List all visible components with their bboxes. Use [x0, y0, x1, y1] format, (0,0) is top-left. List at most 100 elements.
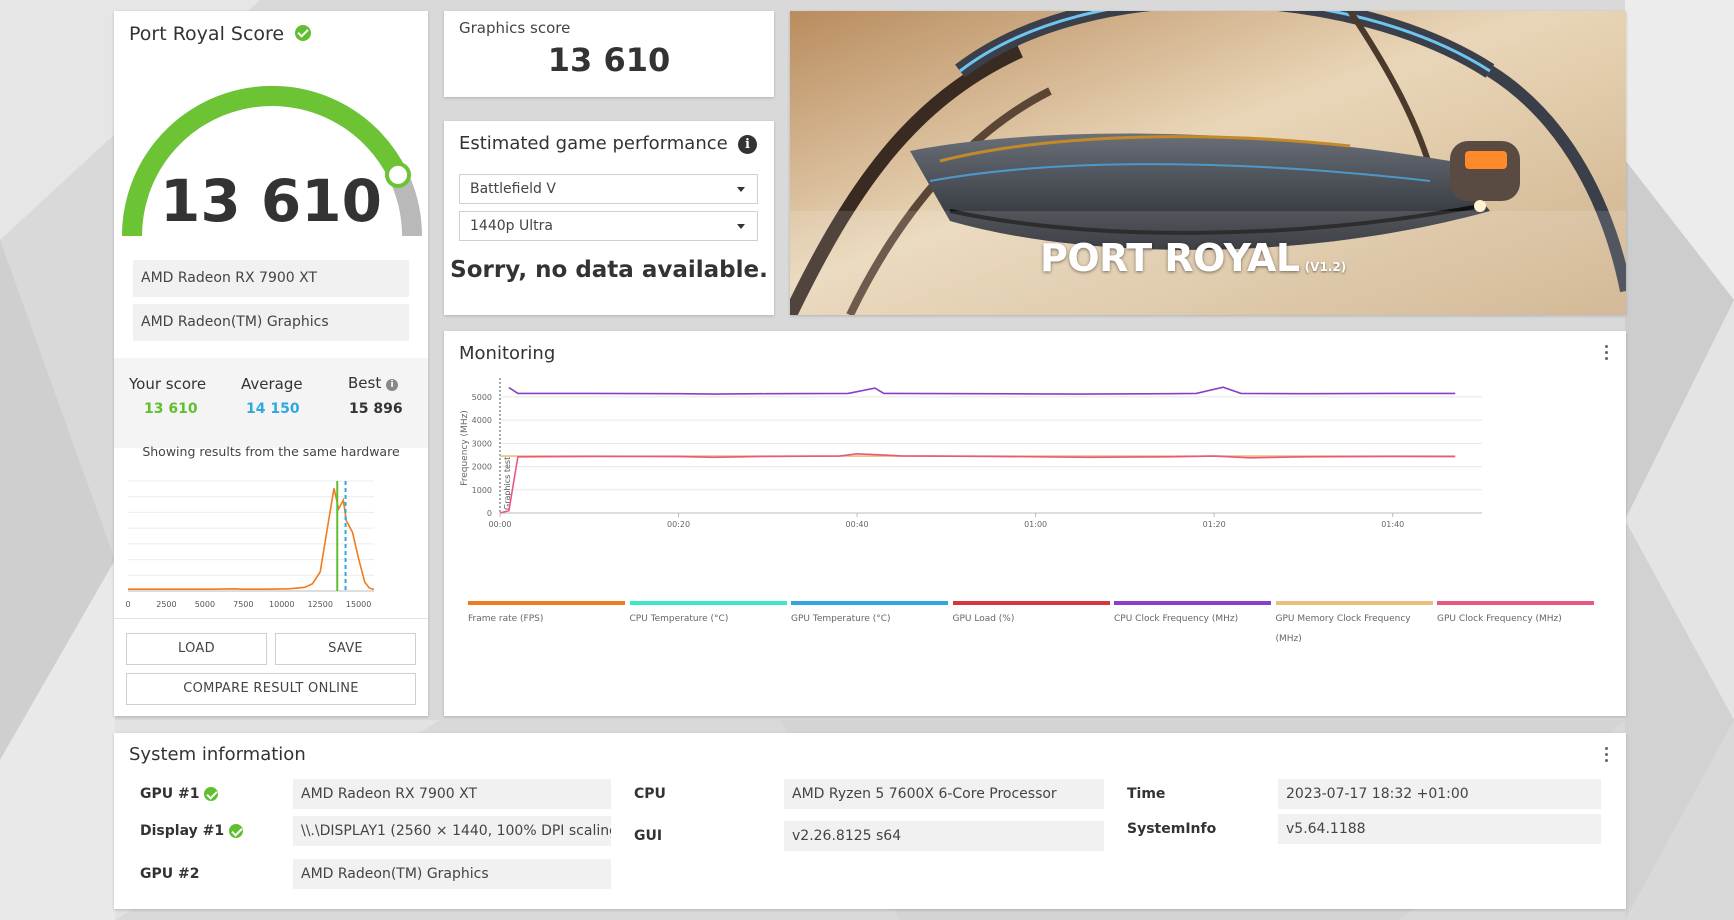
- game-select[interactable]: Battlefield V: [459, 174, 758, 204]
- x-tick-label: 00:40: [846, 520, 869, 529]
- y-tick-label: 3000: [472, 439, 492, 448]
- legend-label[interactable]: CPU Clock Frequency (MHz): [1114, 614, 1239, 624]
- info-icon[interactable]: i: [738, 135, 757, 154]
- x-tick-label: 01:40: [1381, 520, 1404, 529]
- x-tick-label: 5000: [195, 600, 215, 609]
- distribution-curve: [128, 488, 375, 591]
- game-performance-title: Estimated game performance: [459, 133, 728, 154]
- y-tick-label: 5000: [472, 393, 492, 402]
- game-select-value: Battlefield V: [470, 181, 556, 197]
- score-distribution-chart: 0 2500 5000 7500 10000 12500 15000: [125, 480, 375, 609]
- gui-value: v2.26.8125 s64: [784, 821, 1104, 851]
- banner-title-row: PORT ROYAL (V1.2): [1040, 236, 1346, 280]
- x-tick-label: 15000: [346, 600, 371, 609]
- check-icon: [228, 824, 243, 838]
- same-hardware-note: Showing results from the same hardware: [142, 444, 400, 459]
- systeminfo-value: v5.64.1188: [1278, 814, 1601, 844]
- check-icon: [204, 787, 219, 801]
- legend-label[interactable]: CPU Temperature (°C): [629, 614, 729, 624]
- score-card-title: Port Royal Score: [129, 23, 285, 45]
- system-information-title: System information: [129, 744, 306, 765]
- legend-swatch[interactable]: [1114, 601, 1271, 605]
- banner-version: (V1.2): [1304, 260, 1347, 274]
- monitoring-title: Monitoring: [459, 343, 556, 364]
- y-axis-label: Frequency (MHz): [460, 410, 470, 486]
- legend-label[interactable]: GPU Temperature (°C): [791, 614, 891, 624]
- x-tick-label: 0: [125, 600, 130, 609]
- x-tick-label: 00:20: [667, 520, 690, 529]
- cpu-label: CPU: [634, 786, 666, 802]
- gpu1-value: AMD Radeon RX 7900 XT: [293, 779, 611, 809]
- more-options-icon[interactable]: [1604, 345, 1608, 361]
- display1-label-row: Display #1: [140, 823, 243, 839]
- save-button[interactable]: SAVE: [275, 633, 416, 665]
- series-line: [499, 452, 1456, 514]
- gauge-knob: [385, 161, 411, 188]
- no-data-message: Sorry, no data available.: [450, 257, 768, 283]
- score-card-title-row: Port Royal Score: [129, 23, 312, 45]
- x-tick-label: 01:00: [1024, 520, 1047, 529]
- compare-online-button[interactable]: COMPARE RESULT ONLINE: [126, 673, 416, 705]
- check-icon: [295, 25, 312, 41]
- legend-swatch[interactable]: [468, 601, 625, 605]
- gpu-primary: AMD Radeon RX 7900 XT: [133, 260, 409, 297]
- your-score-value: 13 610: [144, 401, 198, 417]
- legend-label[interactable]: GPU Load (%): [952, 614, 1015, 624]
- x-tick-label: 12500: [307, 600, 332, 609]
- graphics-score-card: Graphics score 13 610: [444, 11, 774, 97]
- legend-swatch[interactable]: [952, 601, 1110, 605]
- score-card: Port Royal Score 13 610 AMD Radeon RX 79…: [114, 11, 428, 716]
- divider: [114, 618, 428, 619]
- graphics-score-value: 13 610: [547, 41, 671, 79]
- legend-label[interactable]: GPU Clock Frequency (MHz): [1437, 614, 1562, 624]
- score-summary: Your score 13 610 Average 14 150 Best i …: [114, 358, 428, 448]
- average-value: 14 150: [246, 401, 300, 417]
- y-tick-label: 4000: [472, 416, 492, 425]
- x-tick-label: 7500: [233, 600, 253, 609]
- display1-value: \\.\DISPLAY1 (2560 × 1440, 100% DPI scal…: [293, 816, 611, 846]
- legend-label[interactable]: Frame rate (FPS): [468, 614, 544, 624]
- monitoring-card: Monitoring 0 1000 2000 3000 4000 5000 Graphics…: [444, 331, 1626, 716]
- gpu1-label: GPU #1: [140, 786, 200, 802]
- gpu1-label-row: GPU #1: [140, 786, 219, 802]
- banner-artwork: [790, 11, 1626, 315]
- best-label: Best: [348, 374, 382, 392]
- time-label: Time: [1127, 786, 1166, 802]
- load-button[interactable]: LOAD: [126, 633, 267, 665]
- gpu-secondary: AMD Radeon(TM) Graphics: [133, 304, 409, 341]
- time-value: 2023-07-17 18:32 +01:00: [1278, 779, 1601, 809]
- banner-title: PORT ROYAL: [1040, 236, 1300, 280]
- system-information-card: System information GPU #1 AMD Radeon RX …: [114, 733, 1626, 909]
- best-label-row: Best i: [348, 374, 398, 392]
- chevron-down-icon: [737, 187, 745, 192]
- graphics-score-label: Graphics score: [459, 19, 571, 37]
- graphics-test-label: Graphics test: [503, 457, 512, 510]
- systeminfo-label: SystemInfo: [1127, 821, 1217, 837]
- benchmark-banner: PORT ROYAL (V1.2): [790, 11, 1626, 315]
- score-value: 13 610: [160, 167, 382, 235]
- info-icon[interactable]: i: [386, 379, 398, 391]
- cpu-value: AMD Ryzen 5 7600X 6-Core Processor: [784, 779, 1104, 809]
- monitoring-chart: 0 1000 2000 3000 4000 5000 Graphics test Freque…: [460, 378, 1482, 529]
- your-score-label: Your score: [129, 375, 207, 393]
- y-tick-label: 1000: [472, 486, 492, 495]
- legend-label[interactable]: GPU Memory Clock Frequency (MHz): [1275, 614, 1411, 644]
- gauge-fill: [122, 85, 407, 237]
- series-line: [508, 386, 1456, 395]
- legend-swatch[interactable]: [1437, 601, 1594, 605]
- gui-label: GUI: [634, 828, 663, 844]
- preset-select[interactable]: 1440p Ultra: [459, 211, 758, 241]
- game-performance-card: Estimated game performance i Battlefield…: [444, 121, 774, 315]
- gpu2-label: GPU #2: [140, 866, 200, 882]
- more-options-icon[interactable]: [1604, 747, 1608, 763]
- legend-swatch[interactable]: [629, 601, 787, 605]
- legend-swatch[interactable]: [791, 601, 948, 605]
- legend-swatch[interactable]: [1275, 601, 1433, 605]
- y-tick-label: 2000: [472, 463, 492, 472]
- y-tick-label: 0: [487, 509, 492, 518]
- x-tick-label: 01:20: [1203, 520, 1226, 529]
- x-tick-label: 2500: [156, 600, 176, 609]
- x-tick-label: 10000: [269, 600, 294, 609]
- gpu2-value: AMD Radeon(TM) Graphics: [293, 859, 611, 889]
- display1-label: Display #1: [140, 823, 225, 839]
